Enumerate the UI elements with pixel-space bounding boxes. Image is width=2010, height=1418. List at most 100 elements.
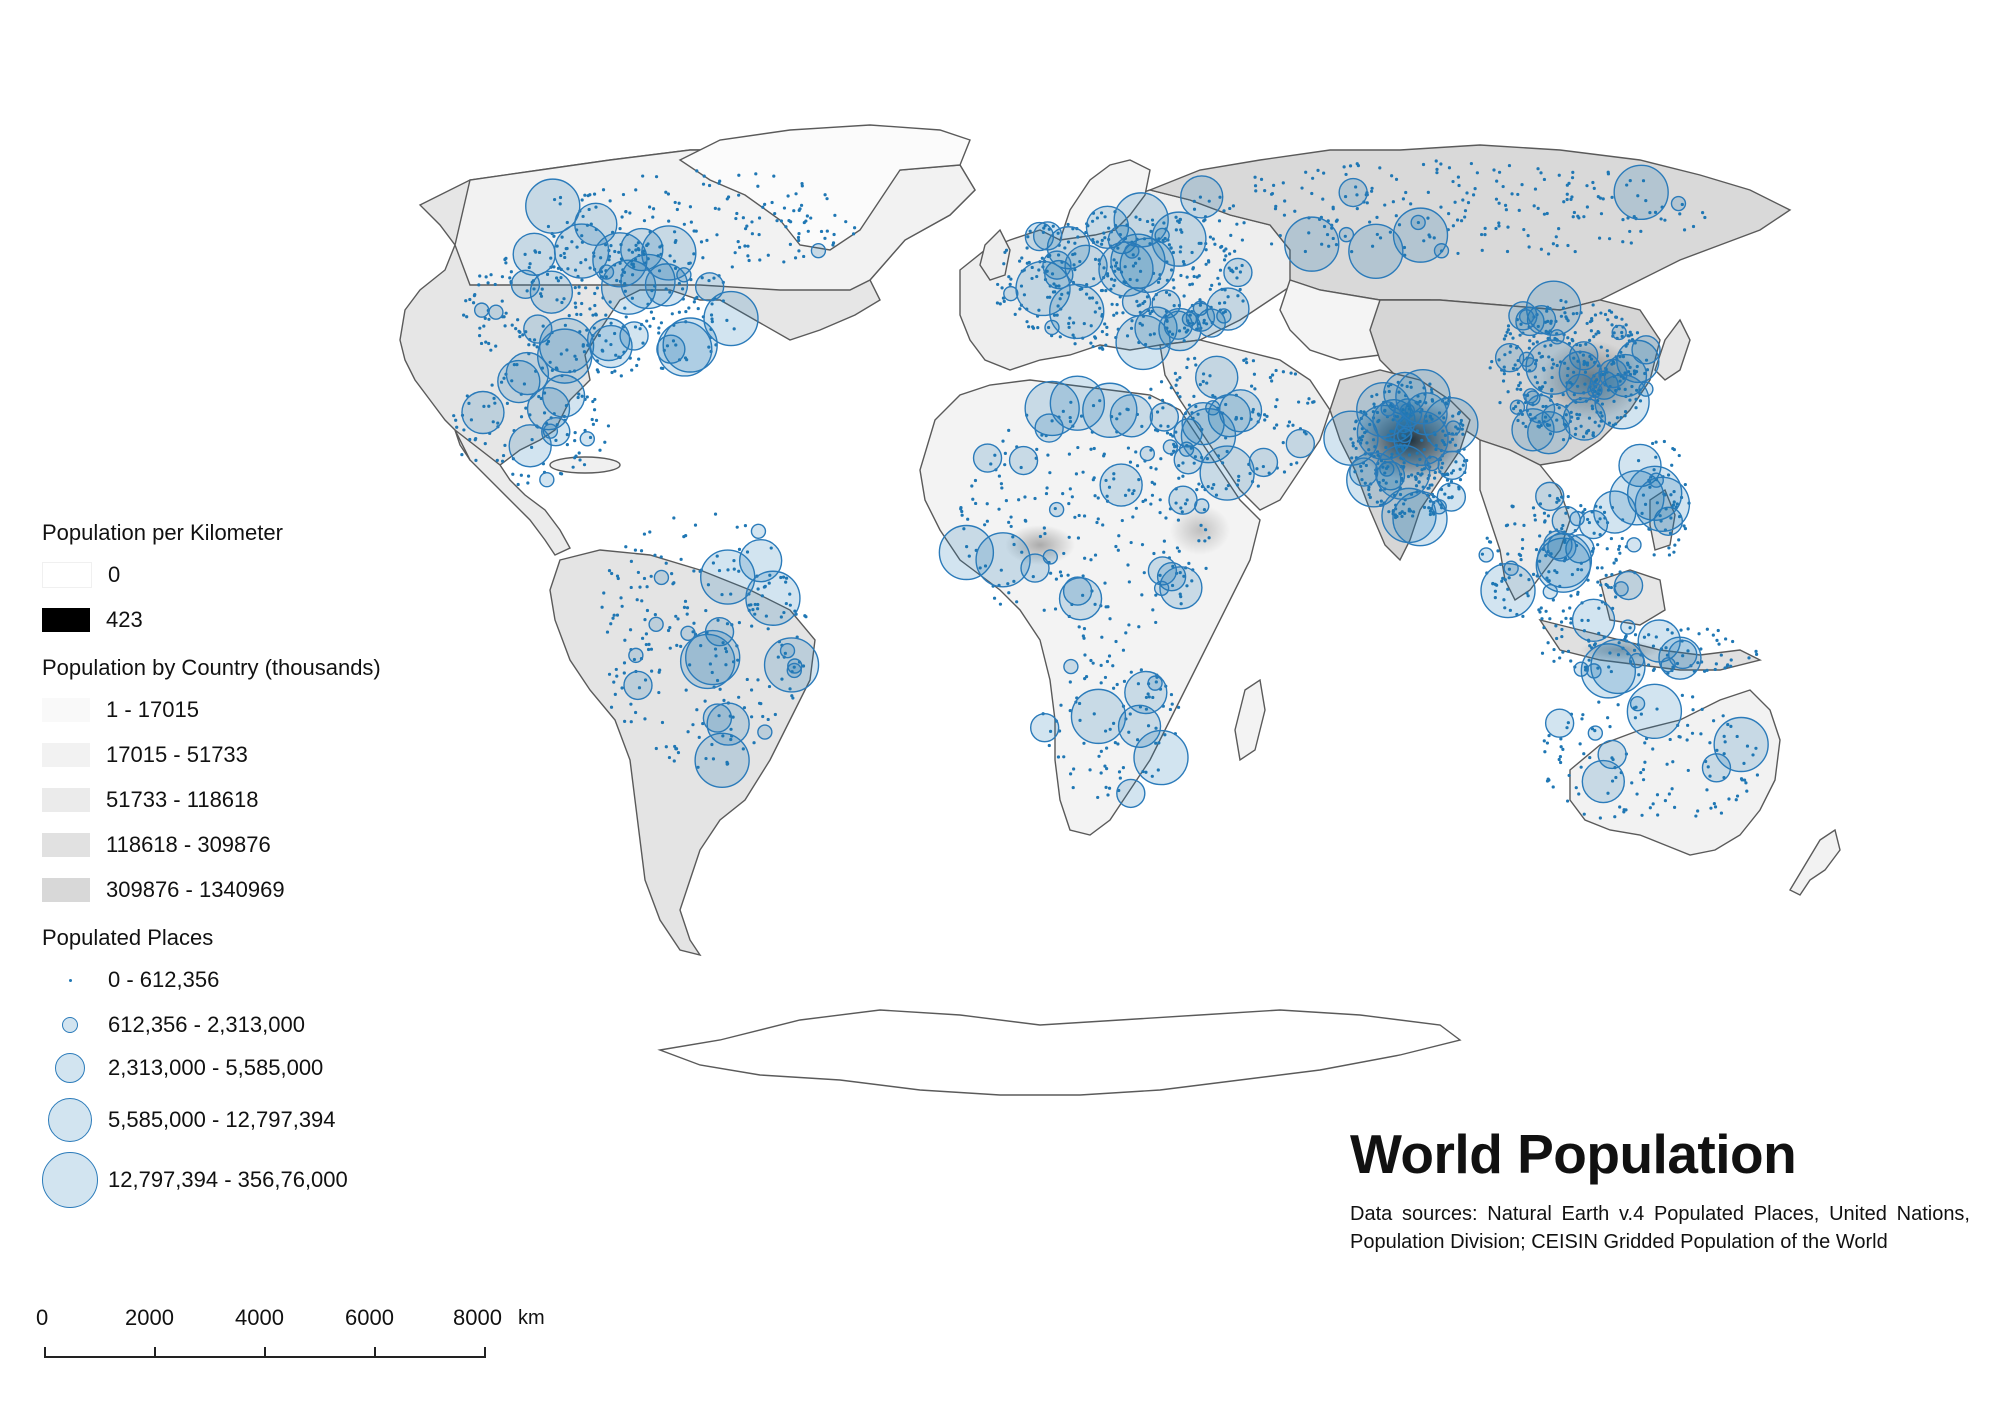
place-dot bbox=[1519, 387, 1523, 392]
place-dot bbox=[1166, 424, 1170, 428]
place-dot bbox=[1744, 781, 1748, 785]
place-dot bbox=[1598, 505, 1603, 509]
place-dot bbox=[522, 382, 527, 386]
place-dot bbox=[487, 341, 491, 346]
place-dot bbox=[1639, 229, 1643, 233]
place-dot bbox=[733, 251, 737, 255]
place-dot bbox=[692, 252, 696, 256]
place-dot bbox=[1606, 318, 1610, 322]
place-circle bbox=[938, 524, 995, 581]
place-dot bbox=[759, 702, 763, 706]
place-circle bbox=[684, 629, 741, 686]
place-dot bbox=[1152, 482, 1157, 486]
place-dot bbox=[1641, 767, 1646, 772]
place-dot bbox=[1673, 543, 1677, 547]
country-legend-item-0: 1 - 17015 bbox=[42, 695, 199, 725]
place-dot bbox=[1521, 421, 1525, 425]
place-dot bbox=[566, 267, 570, 271]
place-dot bbox=[1126, 563, 1130, 567]
place-dot bbox=[1040, 256, 1044, 260]
place-dot bbox=[1445, 402, 1449, 406]
place-dot bbox=[1599, 593, 1603, 598]
place-dot bbox=[1605, 354, 1610, 358]
place-dot bbox=[1037, 308, 1041, 312]
place-dot bbox=[699, 240, 704, 244]
place-dot bbox=[643, 678, 648, 682]
place-dot bbox=[1179, 228, 1183, 232]
place-dot bbox=[1588, 755, 1592, 760]
place-dot bbox=[1159, 424, 1163, 428]
place-dot bbox=[1569, 594, 1573, 598]
place-dot bbox=[1107, 786, 1112, 790]
place-circle bbox=[700, 549, 756, 605]
place-dot bbox=[1705, 627, 1709, 631]
place-dot bbox=[763, 202, 767, 207]
place-circle bbox=[1338, 226, 1355, 243]
place-dot bbox=[1567, 181, 1571, 185]
place-dot bbox=[1538, 534, 1542, 538]
place-dot bbox=[1109, 287, 1113, 291]
place-dot bbox=[1454, 425, 1458, 429]
place-dot bbox=[1561, 393, 1565, 397]
place-dot bbox=[1343, 234, 1347, 238]
place-dot bbox=[565, 432, 569, 437]
place-dot bbox=[1204, 248, 1208, 252]
place-dot bbox=[732, 559, 736, 563]
place-dot bbox=[851, 232, 856, 236]
place-circle bbox=[1180, 175, 1224, 219]
place-dot bbox=[1204, 262, 1208, 266]
place-dot bbox=[1102, 231, 1106, 235]
place-dot bbox=[1572, 370, 1576, 374]
place-dot bbox=[749, 688, 754, 692]
place-dot bbox=[500, 275, 505, 279]
place-circle bbox=[461, 390, 505, 435]
place-dot bbox=[1011, 535, 1015, 539]
place-dot bbox=[1560, 527, 1564, 531]
place-dot bbox=[555, 276, 559, 280]
place-circle bbox=[1541, 403, 1571, 433]
place-dot bbox=[1172, 286, 1176, 290]
place-dot bbox=[664, 190, 668, 194]
place-dot bbox=[1541, 366, 1546, 371]
place-dot bbox=[1435, 167, 1439, 171]
place-dot bbox=[1370, 186, 1374, 190]
place-circle bbox=[1518, 351, 1535, 368]
place-circle bbox=[1511, 408, 1555, 452]
place-dot bbox=[1672, 550, 1676, 554]
place-dot bbox=[691, 723, 695, 727]
place-dot bbox=[621, 192, 626, 197]
place-dot bbox=[1402, 461, 1406, 465]
place-dot bbox=[1181, 259, 1186, 264]
place-dot bbox=[1591, 407, 1595, 411]
place-dot bbox=[1028, 229, 1032, 233]
place-dot bbox=[737, 547, 742, 552]
place-dot bbox=[1116, 267, 1120, 271]
place-dot bbox=[1316, 168, 1320, 172]
place-dot bbox=[1134, 450, 1138, 454]
place-dot bbox=[580, 301, 584, 306]
place-dot bbox=[613, 331, 617, 336]
place-dot bbox=[672, 581, 676, 585]
place-dot bbox=[1372, 402, 1376, 406]
place-dot bbox=[1158, 511, 1162, 515]
place-circle bbox=[510, 269, 541, 300]
place-dot bbox=[1543, 344, 1547, 348]
place-dot bbox=[675, 207, 679, 212]
place-dot bbox=[1283, 199, 1287, 203]
place-dot bbox=[602, 591, 606, 595]
place-dot bbox=[1447, 166, 1452, 170]
place-dot bbox=[473, 438, 477, 442]
place-dot bbox=[1585, 321, 1589, 326]
place-dot bbox=[645, 243, 649, 248]
place-dot bbox=[516, 318, 520, 322]
place-dot bbox=[1056, 304, 1060, 308]
place-dot bbox=[1387, 510, 1391, 514]
place-dot bbox=[1198, 303, 1203, 307]
place-dot bbox=[542, 411, 547, 415]
place-dot bbox=[1506, 390, 1510, 394]
place-dot bbox=[1256, 484, 1260, 488]
place-dot bbox=[1503, 203, 1508, 207]
place-dot bbox=[1104, 343, 1108, 347]
place-dot bbox=[452, 414, 456, 418]
place-dot bbox=[742, 706, 747, 710]
